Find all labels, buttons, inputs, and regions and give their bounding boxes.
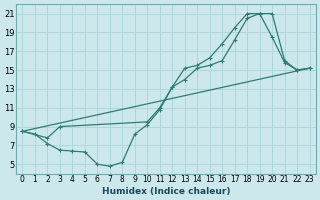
X-axis label: Humidex (Indice chaleur): Humidex (Indice chaleur) [102,187,230,196]
